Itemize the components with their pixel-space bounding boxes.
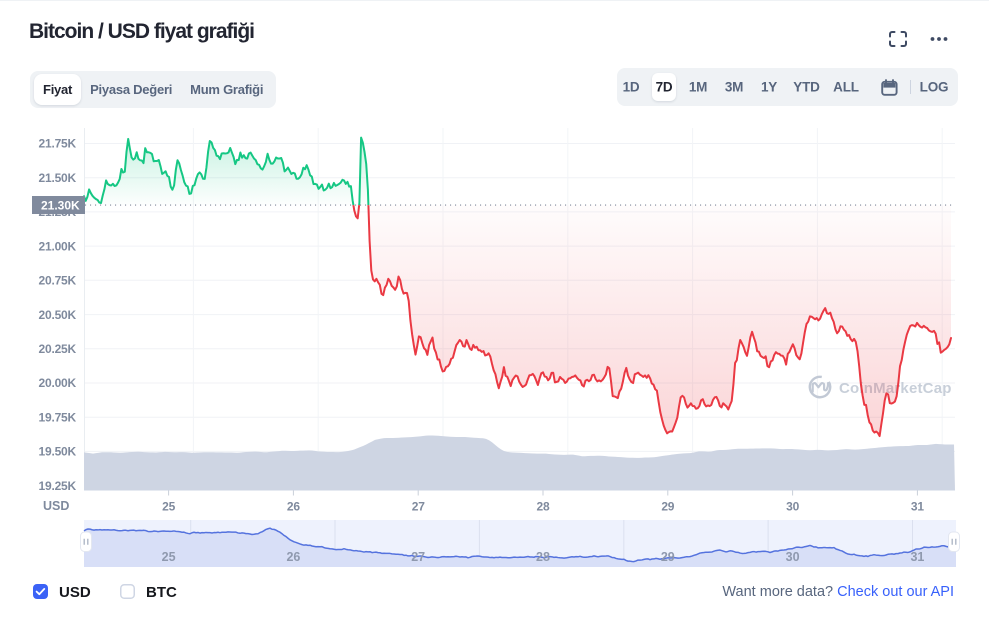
svg-text:29: 29 — [661, 550, 675, 564]
svg-text:25: 25 — [162, 550, 176, 564]
svg-text:19.25K: 19.25K — [39, 479, 77, 493]
svg-text:20.25K: 20.25K — [39, 342, 77, 356]
svg-text:21.30K: 21.30K — [41, 199, 80, 213]
svg-text:30: 30 — [786, 550, 800, 564]
svg-text:21.75K: 21.75K — [39, 137, 77, 151]
svg-text:20.50K: 20.50K — [39, 308, 77, 322]
svg-text:28: 28 — [537, 500, 550, 514]
svg-text:28: 28 — [536, 550, 550, 564]
svg-text:21.00K: 21.00K — [39, 239, 77, 253]
svg-text:29: 29 — [661, 500, 674, 514]
svg-text:19.75K: 19.75K — [39, 410, 77, 424]
svg-text:30: 30 — [786, 500, 799, 514]
svg-text:27: 27 — [411, 550, 425, 564]
svg-text:21.50K: 21.50K — [39, 171, 77, 185]
svg-text:19.50K: 19.50K — [39, 445, 77, 459]
svg-text:25: 25 — [162, 500, 175, 514]
svg-text:26: 26 — [286, 550, 300, 564]
svg-text:20.75K: 20.75K — [39, 274, 77, 288]
svg-text:26: 26 — [287, 500, 300, 514]
svg-text:27: 27 — [412, 500, 425, 514]
svg-text:31: 31 — [910, 550, 924, 564]
svg-text:20.00K: 20.00K — [39, 376, 77, 390]
svg-text:31: 31 — [911, 500, 924, 514]
